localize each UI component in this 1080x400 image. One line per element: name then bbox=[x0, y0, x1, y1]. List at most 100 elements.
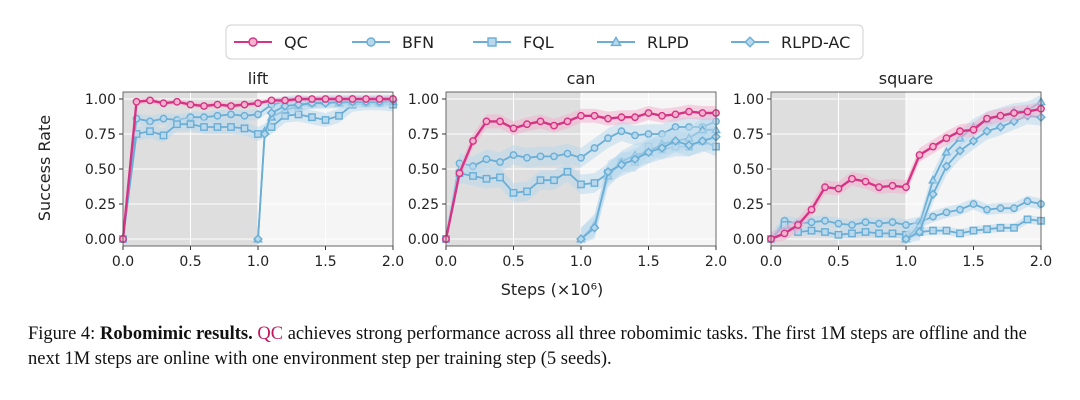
data-point bbox=[240, 100, 249, 109]
data-point bbox=[942, 134, 951, 143]
y-tick-label: 1.00 bbox=[408, 92, 439, 108]
y-axis-label: Success Rate bbox=[35, 115, 54, 221]
data-point bbox=[996, 111, 1005, 120]
x-tick-label: 0.0 bbox=[435, 254, 457, 270]
x-tick-label: 2.0 bbox=[705, 254, 727, 270]
x-tick-label: 2.0 bbox=[1030, 254, 1052, 270]
data-point bbox=[969, 125, 978, 134]
data-point bbox=[942, 208, 951, 217]
data-point bbox=[982, 126, 992, 137]
data-point bbox=[213, 123, 222, 131]
data-point bbox=[888, 181, 897, 190]
data-point bbox=[821, 216, 829, 225]
data-point bbox=[685, 107, 693, 116]
caption-text: achieves strong performance across all t… bbox=[28, 324, 1027, 369]
data-point bbox=[875, 183, 883, 192]
caption-label: Figure 4: bbox=[28, 324, 96, 344]
data-point bbox=[186, 120, 195, 129]
data-point bbox=[821, 228, 829, 236]
x-tick-label: 0.5 bbox=[502, 254, 524, 270]
data-point bbox=[227, 102, 235, 110]
data-point bbox=[173, 120, 181, 129]
legend-item-rlpd-ac: RLPD-AC bbox=[731, 33, 850, 52]
legend-label: FQL bbox=[523, 33, 554, 52]
data-point bbox=[969, 200, 978, 208]
data-point bbox=[941, 147, 952, 156]
y-tick-label: 0.25 bbox=[408, 197, 439, 213]
data-point bbox=[590, 179, 599, 187]
data-point bbox=[200, 102, 208, 110]
legend-item-bfn: BFN bbox=[352, 33, 434, 52]
legend-item-rlpd: RLPD bbox=[597, 33, 689, 52]
x-tick-label: 1.5 bbox=[962, 254, 984, 270]
data-point bbox=[308, 113, 316, 122]
data-point bbox=[698, 109, 707, 117]
data-point bbox=[293, 99, 304, 110]
y-tick-label: 0.50 bbox=[733, 162, 764, 178]
data-point bbox=[589, 222, 600, 233]
data-point bbox=[496, 117, 504, 126]
data-point bbox=[509, 188, 518, 197]
data-point bbox=[657, 143, 667, 153]
data-point bbox=[335, 111, 343, 120]
data-point bbox=[617, 113, 626, 122]
panel-can: can 0.0 0.5 1.0 1.5 2.0 0.00 0.25 0.50 0.75 1.00 bbox=[408, 69, 727, 270]
panel-title: can bbox=[567, 69, 596, 88]
data-point bbox=[929, 226, 937, 235]
x-tick-label: 1.0 bbox=[895, 254, 917, 270]
data-point bbox=[888, 229, 897, 238]
data-point bbox=[604, 114, 612, 123]
panel-lift: lift 0.0 0.5 1.0 1.5 2.0 0.00 0.25 0.50 0.75 1.00 bbox=[85, 69, 404, 270]
data-point bbox=[254, 99, 262, 108]
data-point bbox=[1010, 223, 1018, 232]
data-point bbox=[983, 205, 991, 214]
y-tick-label: 0.75 bbox=[733, 127, 764, 143]
series-qc bbox=[767, 101, 1045, 244]
data-point bbox=[335, 95, 343, 103]
legend: QC BFN FQL RLPD RLPD-AC bbox=[225, 24, 864, 60]
data-point bbox=[159, 114, 168, 123]
data-point bbox=[253, 234, 263, 244]
data-point bbox=[929, 212, 937, 221]
caption-highlight: QC bbox=[257, 324, 284, 344]
data-point bbox=[509, 151, 518, 159]
data-point bbox=[213, 100, 222, 109]
data-point bbox=[455, 169, 464, 178]
data-point bbox=[550, 176, 558, 185]
legend-label: BFN bbox=[402, 33, 434, 52]
data-point bbox=[159, 131, 168, 140]
y-tick-label: 0.00 bbox=[733, 232, 764, 248]
panel-title: lift bbox=[248, 69, 269, 88]
data-point bbox=[902, 221, 910, 229]
data-point bbox=[577, 180, 585, 189]
data-point bbox=[995, 122, 1006, 132]
panel-square: square 0.0 0.5 1.0 1.5 2.0 0.00 0.25 0.50 0.75 1.0… bbox=[733, 69, 1052, 270]
data-point bbox=[834, 219, 843, 228]
data-point bbox=[630, 154, 640, 165]
data-point bbox=[308, 95, 316, 103]
data-point bbox=[259, 129, 270, 139]
data-point bbox=[536, 176, 545, 185]
data-point bbox=[159, 99, 168, 108]
data-point bbox=[848, 174, 856, 183]
data-point bbox=[875, 229, 883, 238]
data-point bbox=[146, 127, 154, 136]
data-point bbox=[496, 158, 504, 166]
y-tick-label: 0.25 bbox=[85, 197, 116, 213]
data-point bbox=[861, 218, 870, 227]
data-point bbox=[929, 142, 937, 151]
data-point bbox=[643, 147, 654, 158]
data-point bbox=[200, 123, 208, 131]
data-point bbox=[577, 111, 585, 120]
data-point bbox=[266, 108, 277, 118]
data-point bbox=[281, 96, 289, 105]
axes-frame bbox=[445, 91, 717, 247]
data-point bbox=[146, 117, 154, 126]
data-point bbox=[697, 136, 708, 146]
data-point bbox=[523, 153, 531, 162]
data-point bbox=[603, 166, 613, 177]
data-point bbox=[563, 167, 572, 176]
data-point bbox=[942, 226, 951, 235]
data-point bbox=[928, 189, 938, 200]
data-point bbox=[861, 228, 870, 236]
